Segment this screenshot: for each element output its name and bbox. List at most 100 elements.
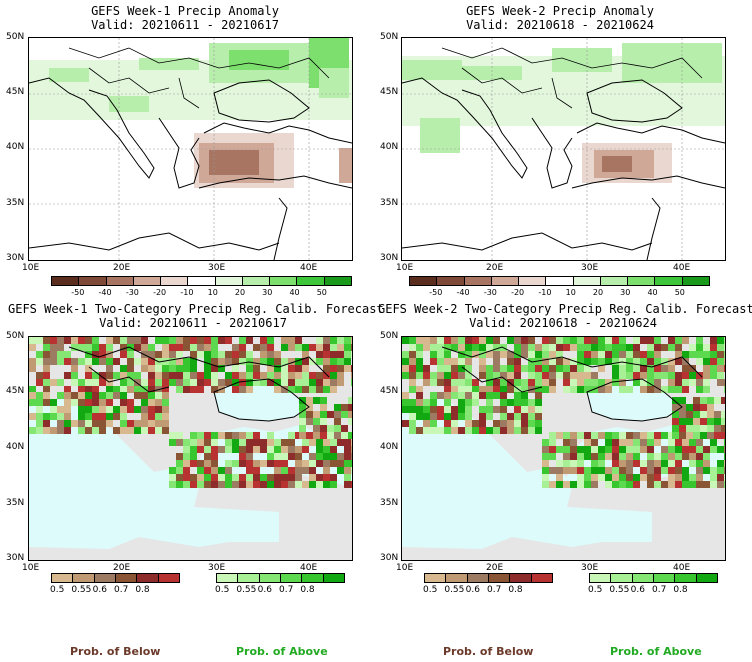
colorbar-swatch [279,573,303,583]
prob-cell [577,446,584,453]
colorbar-tick-label: 0.5 [215,585,230,595]
prob-cell [239,439,246,446]
prob-cell [50,406,57,413]
prob-cell [682,474,689,481]
colorbar-tick-label: -40 [98,288,112,297]
prob-cell [239,351,246,358]
prob-cell [703,467,710,474]
prob-cell [612,432,619,439]
prob-cell [668,474,675,481]
prob-cell [724,344,725,351]
prob-cell [218,481,225,488]
prob-cell [626,439,633,446]
prob-cell [430,413,437,420]
prob-cell [437,372,444,379]
prob-cell [528,399,535,406]
prob-cell [514,427,521,434]
prob-cell [626,481,633,488]
prob-cell [633,379,640,386]
prob-cell [320,404,327,411]
prob-cell [155,365,162,372]
prob-cell [619,386,626,393]
prob-cell [288,453,295,460]
prob-cell [148,399,155,406]
prob-cell [661,481,668,488]
prob-cell [239,372,246,379]
prob-cell [570,453,577,460]
prob-cell [141,337,148,344]
prob-cell [535,365,542,372]
prob-cell [675,439,682,446]
prob-cell [626,358,633,365]
prob-cell [162,351,169,358]
prob-cell [330,474,337,481]
colorbar-tick-label: 20 [592,288,604,297]
prob-cell [330,344,337,351]
prob-cell [633,344,640,351]
prob-cell [320,425,327,432]
prob-cell [302,372,309,379]
prob-cell [29,344,36,351]
prob-cell [316,453,323,460]
prob-cell [458,399,465,406]
colorbar-tick-label: 0.7 [114,585,129,595]
prob-cell [232,446,239,453]
prob-cell [323,365,330,372]
prob-cell [633,337,640,344]
prob-cell [584,372,591,379]
prob-cell [344,446,351,453]
below-colorbar-1 [51,573,180,583]
prob-cell [113,427,120,434]
prob-cell [344,481,351,488]
prob-cell [127,406,134,413]
colorbar-swatch [530,573,553,583]
prob-cell [556,337,563,344]
prob-cell [341,404,348,411]
prob-cell [549,365,556,372]
prob-cell [120,399,127,406]
prob-cell [113,413,120,420]
prob-cell [693,432,700,439]
prob-cell [169,432,176,439]
prob-cell [679,397,686,404]
prob-cell [689,372,696,379]
colorbar-tick-label: -50 [71,288,85,297]
prob-cell [316,446,323,453]
prob-cell [320,411,327,418]
prob-cell [274,474,281,481]
prob-cell [402,392,409,399]
prob-cell [437,337,444,344]
prob-cell [267,481,274,488]
prob-cell [334,432,341,439]
prob-cell [668,372,675,379]
prob-cell [253,358,260,365]
prob-cell [682,439,689,446]
prob-cell [577,453,584,460]
prob-cell [409,351,416,358]
prob-cell [451,372,458,379]
prob-cell [155,399,162,406]
prob-cell [528,337,535,344]
colorbar-tick-label: 40 [289,288,300,297]
anomaly-shading [29,38,352,120]
prob-cell [451,379,458,386]
prob-cell [423,406,430,413]
colorbar-swatch [51,276,80,286]
colorbar-swatch [490,276,520,286]
prob-cell [549,358,556,365]
prob-cell [288,432,295,439]
prob-cell [717,446,724,453]
prob-cell [29,413,36,420]
prob-cell [176,481,183,488]
prob-cell [120,420,127,427]
prob-cell [542,365,549,372]
colorbar-swatch [589,573,612,583]
prob-cell [155,337,162,344]
prob-cell [654,432,661,439]
prob-cell [563,379,570,386]
prob-cell [528,413,535,420]
prob-cell [514,337,521,344]
prob-cell [444,420,451,427]
prob-cell [430,427,437,434]
prob-cell [29,365,36,372]
